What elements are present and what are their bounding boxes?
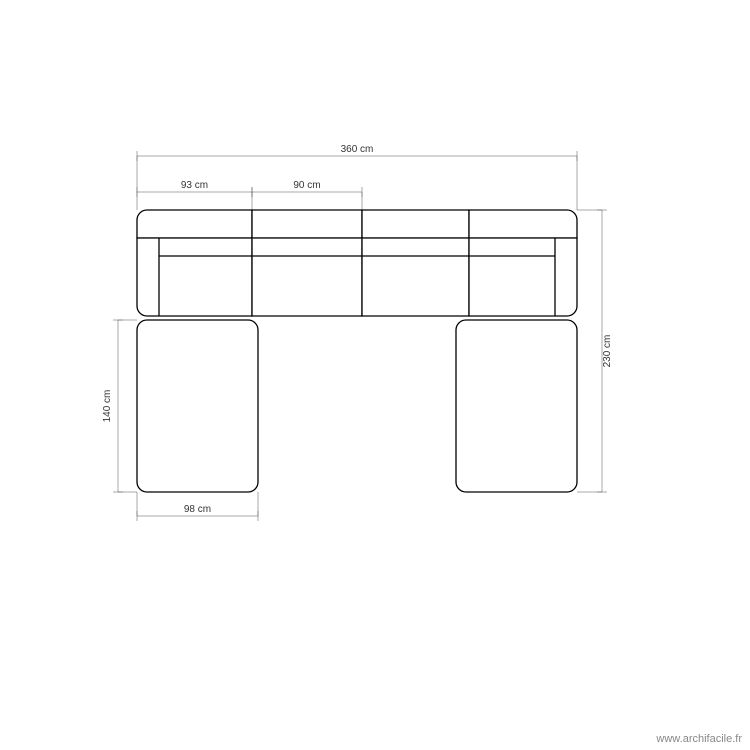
ottoman-1	[456, 320, 577, 492]
backrest-2	[362, 210, 469, 238]
dim-140: 140 cm	[102, 320, 123, 492]
dim-98: 98 cm	[137, 504, 258, 521]
ottoman-0	[137, 320, 258, 492]
dim-98-label: 98 cm	[184, 504, 211, 515]
dim-360: 360 cm	[137, 144, 577, 161]
dim-93-label: 93 cm	[181, 180, 208, 191]
seat-body-1	[252, 238, 362, 316]
dim-230: 230 cm	[597, 210, 613, 492]
dim-230-label: 230 cm	[602, 335, 613, 368]
backrest-1	[252, 210, 362, 238]
dim-90-label: 90 cm	[293, 180, 320, 191]
seat-body-2	[362, 238, 469, 316]
seat-body-0	[137, 238, 252, 316]
dim-360-label: 360 cm	[341, 144, 374, 155]
dim-90: 90 cm	[252, 180, 362, 197]
backrest-3	[469, 210, 577, 238]
seat-body-3	[469, 238, 577, 316]
watermark: www.archifacile.fr	[655, 733, 742, 745]
backrest-0	[137, 210, 252, 238]
dim-93: 93 cm	[137, 180, 252, 197]
dim-140-label: 140 cm	[102, 390, 113, 423]
